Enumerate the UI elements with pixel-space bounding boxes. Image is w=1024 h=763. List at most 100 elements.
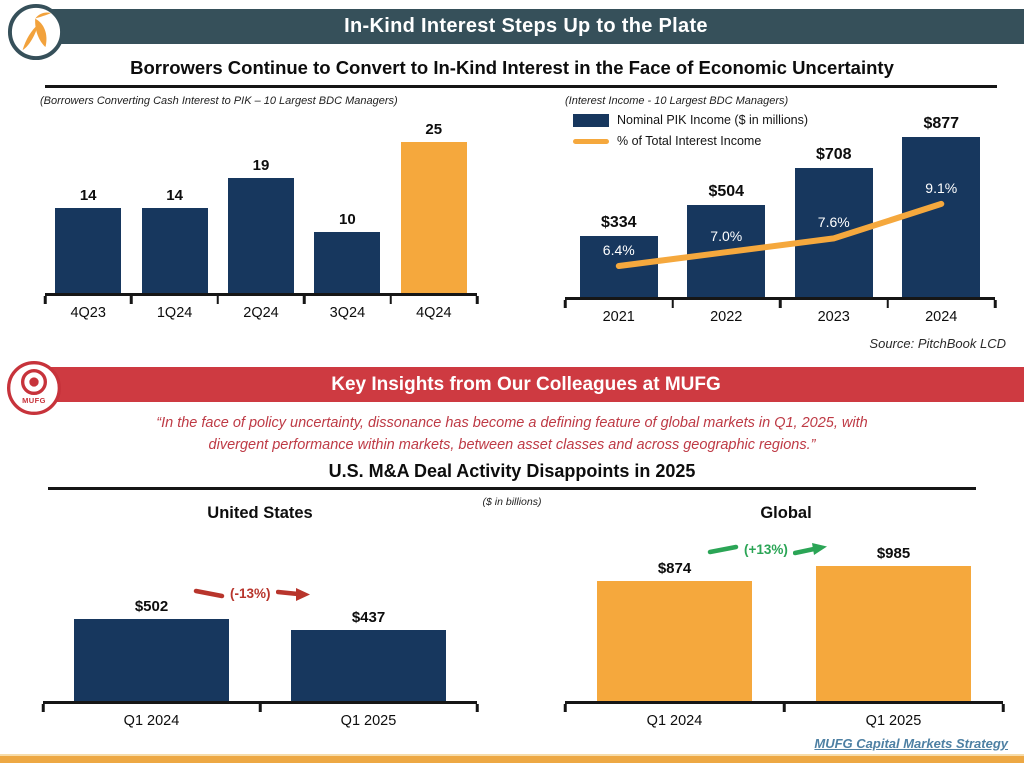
pct-label: 6.4% [602,242,635,258]
bar-group: 10 [314,107,381,293]
bar-area: $874 $985 [565,525,1003,701]
us-chart-title: United States [207,504,313,522]
subtitle-divider [45,85,997,88]
bar-group: $874 [597,525,752,701]
dash-icon [193,588,225,599]
bar [55,208,122,293]
legend-line-swatch [573,138,609,144]
bar-value-label: 14 [79,187,97,204]
axis-tick [216,296,220,304]
bar [291,630,446,701]
bar-area: $334 $504 $708 $877 6.4% 7.0% 7.6% 9.1% [565,107,995,297]
bar-group: $502 [74,525,229,701]
bar-group: 19 [227,107,294,293]
global-chart-title: Global [760,504,812,522]
chart-global-ma: Global (+13%) $874 $985 Q1 2024 Q1 2025 [563,504,1007,729]
axis-tick [43,296,47,304]
category-label: 2Q24 [243,305,279,321]
bar-value-label: 10 [339,211,356,228]
change-annotation-down: (-13%) [193,585,312,601]
legend-item-bar: Nominal PIK Income ($ in millions) [573,113,808,127]
pct-label: 7.6% [817,214,850,231]
axis-tick [886,300,889,308]
chart-caption: (Interest Income - 10 Largest BDC Manage… [565,95,789,107]
axis-tick [778,300,782,308]
bar-value-label: 14 [166,187,183,204]
bar-group: $985 [816,525,971,701]
category-label: 4Q24 [416,305,452,321]
category-labels: Q1 2024 Q1 2025 [43,713,477,729]
legend-bar-swatch [573,113,609,127]
axis-tick [389,296,392,304]
x-axis [43,293,479,304]
category-labels: Q1 2024 Q1 2025 [565,713,1003,729]
axis-tick [475,704,479,712]
x-axis [41,701,479,712]
axis-tick [563,300,567,308]
legend-item-line: % of Total Interest Income [573,134,808,148]
slide-title: In-Kind Interest Steps Up to the Plate [344,15,708,37]
category-label: Q1 2025 [865,713,922,729]
chart-pik-conversions: (Borrowers Converting Cash Interest to P… [40,95,480,321]
quote-text: “In the face of policy uncertainty, diss… [40,413,984,457]
slide-subtitle: Borrowers Continue to Convert to In-Kind… [130,57,894,78]
legend-label: % of Total Interest Income [617,134,762,148]
up-arrow-icon [792,543,827,556]
bar [314,232,381,293]
title-bar: In-Kind Interest Steps Up to the Plate [28,9,1024,44]
category-label: Q1 2025 [340,713,397,729]
axis-tick [1001,704,1005,712]
axis-tick [671,300,674,308]
axis-tick [563,704,567,712]
bar-value-label: $502 [134,598,169,615]
change-label: (+13%) [744,541,788,557]
down-arrow-icon [275,588,310,601]
newsletter-logo-icon [6,2,66,62]
footer-link[interactable]: MUFG Capital Markets Strategy [814,736,1008,751]
bar-value-label: $708 [815,146,852,163]
axis-tick [130,296,133,304]
bar-value-label: $437 [351,609,386,626]
bar [687,205,766,297]
bar [902,137,981,297]
ma-section-title: U.S. M&A Deal Activity Disappoints in 20… [328,461,696,481]
chart-pik-income: (Interest Income - 10 Largest BDC Manage… [555,95,1010,325]
bar-value-label: $874 [657,560,692,577]
bar [597,581,752,701]
bar [74,619,229,701]
change-label: (-13%) [230,585,271,601]
bar-group: $437 [291,525,446,701]
bar-value-label: $504 [708,183,745,200]
chart-us-ma: United States (-13%) $502 $437 Q1 2024 Q1 … [40,504,480,729]
category-label: 2021 [602,309,635,325]
category-label: 4Q23 [70,305,106,321]
bar-group: 14 [55,107,122,293]
category-labels: 4Q23 1Q24 2Q24 3Q24 4Q24 [45,305,477,321]
category-label: 2022 [710,309,743,325]
bar-group: $877 [902,107,981,297]
units-note: ($ in billions) [482,496,542,508]
bar [816,566,971,701]
pct-label: 9.1% [925,179,958,196]
mufg-logo-text: MUFG [22,396,46,405]
mufg-logo-icon: MUFG [6,360,62,416]
bar [141,208,208,293]
axis-tick [475,296,479,304]
category-label: Q1 2024 [123,713,180,729]
dash-icon [707,544,739,555]
category-label: 1Q24 [156,305,193,321]
mufg-banner: Key Insights from Our Colleagues at MUFG [28,367,1024,402]
axis-tick [41,704,45,712]
category-labels: 2021 2022 2023 2024 [565,309,995,325]
category-label: 2023 [817,309,850,325]
pct-label: 7.0% [710,228,743,245]
bottom-bar [0,754,1024,763]
x-axis [563,297,997,308]
axis-tick [258,704,262,712]
axis-tick [302,296,306,304]
quote-line-2: divergent performance within markets, be… [208,436,816,453]
category-label: 2024 [925,309,958,325]
bar-group: 14 [141,107,208,293]
bar-area: 14 14 19 10 25 [45,107,477,293]
bar [227,178,294,293]
